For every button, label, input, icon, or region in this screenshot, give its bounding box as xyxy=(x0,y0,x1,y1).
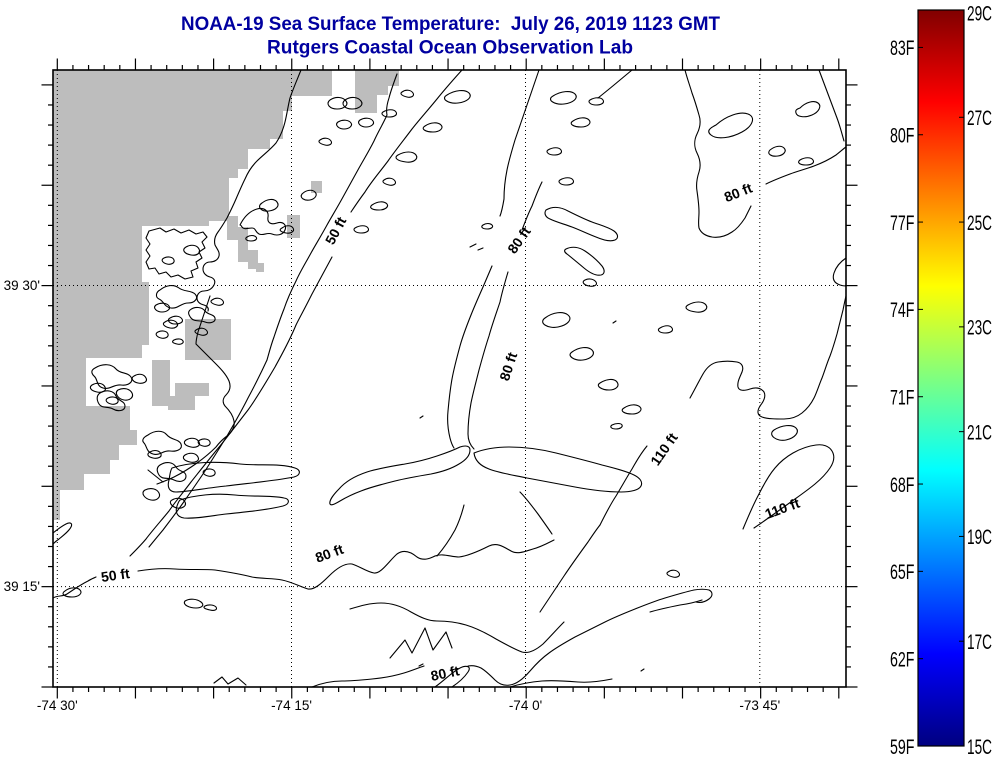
svg-text:-74 0': -74 0' xyxy=(509,698,542,713)
svg-text:39 15': 39 15' xyxy=(4,579,40,594)
svg-text:25C: 25C xyxy=(967,211,992,235)
svg-text:27C: 27C xyxy=(967,106,992,130)
svg-text:68F: 68F xyxy=(890,473,915,497)
svg-text:71F: 71F xyxy=(890,386,915,410)
svg-text:15C: 15C xyxy=(967,735,992,759)
svg-text:-74 15': -74 15' xyxy=(271,698,312,713)
svg-text:Rutgers Coastal Ocean Observat: Rutgers Coastal Ocean Observation Lab xyxy=(267,37,633,59)
svg-text:62F: 62F xyxy=(890,647,915,671)
svg-text:23C: 23C xyxy=(967,316,992,340)
svg-text:39 30': 39 30' xyxy=(4,278,40,293)
svg-text:NOAA-19 Sea Surface Temperatur: NOAA-19 Sea Surface Temperature: July 26… xyxy=(181,13,720,35)
svg-text:50 ft: 50 ft xyxy=(100,565,131,585)
svg-text:-73 45': -73 45' xyxy=(739,698,780,713)
svg-text:74F: 74F xyxy=(890,298,915,322)
svg-text:21C: 21C xyxy=(967,420,992,444)
svg-text:19C: 19C xyxy=(967,525,992,549)
svg-text:77F: 77F xyxy=(890,211,915,235)
svg-text:83F: 83F xyxy=(890,36,915,60)
svg-text:80 ft: 80 ft xyxy=(429,662,461,684)
svg-text:-74 30': -74 30' xyxy=(37,698,78,713)
svg-text:29C: 29C xyxy=(967,1,992,25)
svg-text:59F: 59F xyxy=(890,735,915,759)
svg-text:17C: 17C xyxy=(967,630,992,654)
svg-text:65F: 65F xyxy=(890,560,915,584)
svg-text:80F: 80F xyxy=(890,124,915,148)
